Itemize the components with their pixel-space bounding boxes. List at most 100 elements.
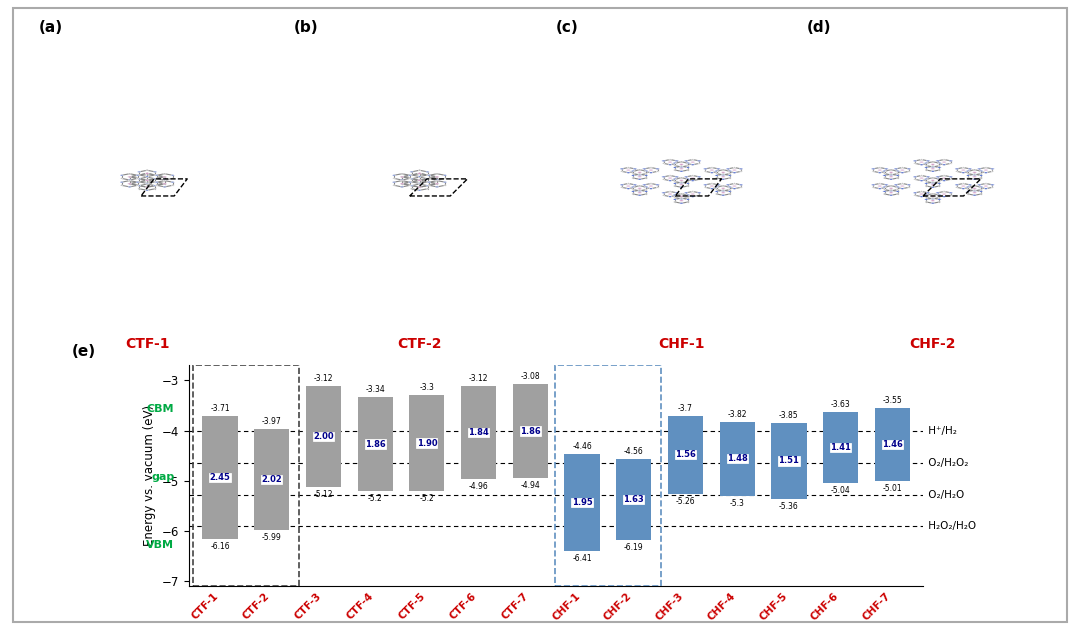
Circle shape <box>889 188 893 189</box>
Circle shape <box>931 166 934 168</box>
Circle shape <box>645 186 648 188</box>
Circle shape <box>675 176 678 178</box>
Circle shape <box>649 188 652 189</box>
Circle shape <box>721 179 725 180</box>
Circle shape <box>393 178 395 179</box>
Circle shape <box>662 195 665 196</box>
Circle shape <box>721 176 725 178</box>
Circle shape <box>920 175 923 176</box>
Circle shape <box>721 171 725 173</box>
Circle shape <box>721 188 725 189</box>
Circle shape <box>956 187 958 188</box>
Circle shape <box>973 190 976 192</box>
Bar <box>513 384 548 478</box>
Circle shape <box>172 178 174 179</box>
Circle shape <box>984 185 988 186</box>
Circle shape <box>691 164 694 165</box>
Circle shape <box>872 187 875 188</box>
Circle shape <box>931 171 934 172</box>
Circle shape <box>637 176 642 178</box>
Circle shape <box>961 169 966 171</box>
Circle shape <box>924 183 928 184</box>
Circle shape <box>885 171 888 172</box>
Circle shape <box>138 188 140 189</box>
Circle shape <box>669 196 672 197</box>
Circle shape <box>410 178 414 180</box>
Circle shape <box>991 187 994 188</box>
Circle shape <box>418 186 421 188</box>
Circle shape <box>662 163 665 164</box>
Circle shape <box>721 195 725 196</box>
Circle shape <box>401 180 403 181</box>
Circle shape <box>894 171 897 172</box>
Circle shape <box>163 180 166 181</box>
Circle shape <box>626 172 631 173</box>
Circle shape <box>427 181 429 182</box>
Bar <box>306 386 341 486</box>
Text: -5.2: -5.2 <box>419 494 434 503</box>
Circle shape <box>931 182 934 183</box>
Text: -4.96: -4.96 <box>469 482 488 491</box>
Circle shape <box>920 196 923 197</box>
Circle shape <box>980 173 983 174</box>
Circle shape <box>687 181 689 182</box>
Circle shape <box>638 175 642 176</box>
Circle shape <box>907 184 910 185</box>
Circle shape <box>896 193 899 195</box>
Circle shape <box>967 193 970 195</box>
Bar <box>823 412 859 483</box>
Circle shape <box>717 171 719 172</box>
Circle shape <box>679 203 684 204</box>
Circle shape <box>637 188 642 189</box>
Circle shape <box>924 169 928 171</box>
Circle shape <box>691 193 694 195</box>
Circle shape <box>691 196 694 197</box>
Text: 1.86: 1.86 <box>365 440 386 449</box>
Circle shape <box>435 180 438 181</box>
Circle shape <box>632 173 634 174</box>
Circle shape <box>956 171 958 172</box>
Circle shape <box>675 160 678 161</box>
Circle shape <box>428 185 431 186</box>
Circle shape <box>704 171 706 172</box>
Bar <box>409 396 445 491</box>
Circle shape <box>627 167 630 168</box>
Circle shape <box>153 171 157 173</box>
Circle shape <box>973 188 976 189</box>
Circle shape <box>662 192 665 193</box>
Circle shape <box>942 193 946 195</box>
Circle shape <box>408 175 411 176</box>
Circle shape <box>444 178 446 179</box>
Circle shape <box>914 179 916 180</box>
Circle shape <box>927 163 930 164</box>
Text: 1.51: 1.51 <box>779 456 799 466</box>
Circle shape <box>726 184 730 185</box>
Circle shape <box>633 168 637 169</box>
Circle shape <box>634 171 636 172</box>
Circle shape <box>715 173 718 174</box>
Circle shape <box>632 186 635 188</box>
Circle shape <box>895 191 900 192</box>
Circle shape <box>686 199 690 200</box>
Circle shape <box>733 183 735 184</box>
Text: (c): (c) <box>556 20 579 35</box>
Text: -4.46: -4.46 <box>572 442 592 450</box>
Circle shape <box>410 171 414 173</box>
Circle shape <box>410 185 414 186</box>
Circle shape <box>728 175 731 176</box>
Circle shape <box>418 190 421 191</box>
Circle shape <box>914 195 916 196</box>
Circle shape <box>686 163 690 164</box>
Circle shape <box>721 190 725 191</box>
Text: CTF-2: CTF-2 <box>397 337 442 351</box>
Circle shape <box>901 167 904 168</box>
Circle shape <box>901 188 904 189</box>
Circle shape <box>620 168 623 169</box>
Circle shape <box>418 173 421 174</box>
Text: -6.41: -6.41 <box>572 554 592 563</box>
Circle shape <box>127 180 132 181</box>
Circle shape <box>967 186 970 188</box>
Text: -5.3: -5.3 <box>730 499 744 508</box>
Circle shape <box>872 184 875 185</box>
Circle shape <box>426 178 429 180</box>
